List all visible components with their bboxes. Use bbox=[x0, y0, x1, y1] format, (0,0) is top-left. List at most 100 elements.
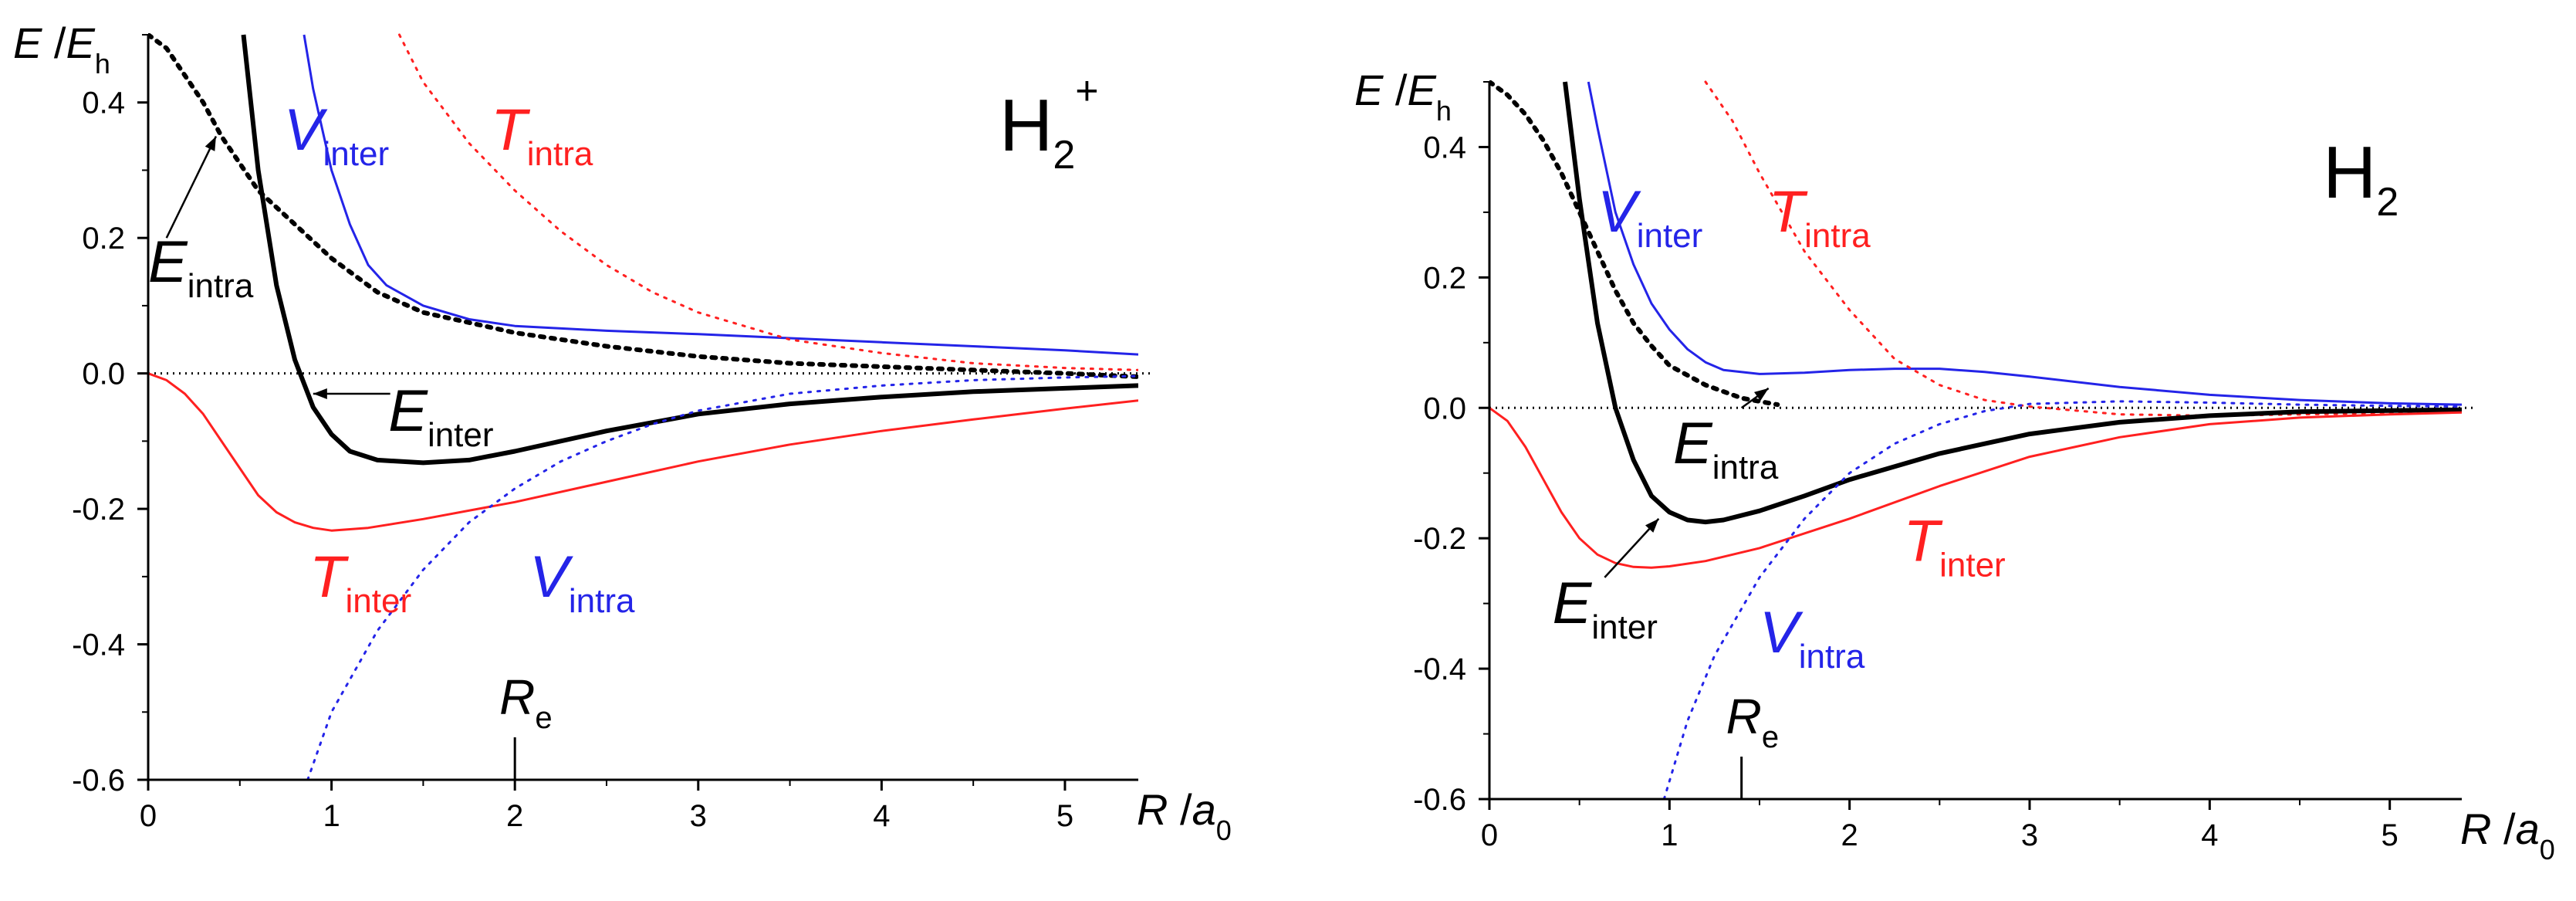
label-v-intra-sub: intra bbox=[1799, 638, 1865, 676]
series-e-intra bbox=[1489, 80, 1780, 408]
equilibrium-marker-label: Re bbox=[1726, 689, 1779, 754]
arrow-e-intra-head bbox=[1753, 388, 1769, 401]
equilibrium-marker-label-main: R bbox=[1726, 689, 1762, 744]
y-tick-label: 0.0 bbox=[1423, 391, 1466, 425]
series-t-inter bbox=[148, 372, 1138, 532]
left-chart-h2-plus: -0.6-0.4-0.20.00.20.40 1 2 3 4 5E /EhR /a0H2+… bbox=[13, 19, 1232, 846]
label-e-intra: Eintra bbox=[148, 229, 254, 305]
equilibrium-marker-label-main: R bbox=[499, 669, 535, 725]
label-e-inter-sub: inter bbox=[428, 416, 494, 454]
x-tick-label: 3 bbox=[690, 799, 707, 833]
molecule-label-sub: 2 bbox=[2376, 180, 2399, 225]
x-tick-label: 0 bbox=[140, 799, 157, 833]
label-v-intra-sub: intra bbox=[569, 582, 635, 620]
x-axis-title: R /a0 bbox=[2460, 804, 2555, 865]
label-t-intra: Tintra bbox=[1769, 179, 1871, 255]
label-e-inter-sub: inter bbox=[1591, 608, 1658, 646]
label-v-inter: Vinter bbox=[284, 97, 389, 173]
y-axis-title: E /Eh bbox=[13, 19, 110, 80]
x-axis-sep: / bbox=[1168, 785, 1192, 834]
series-t-intra bbox=[1704, 80, 2462, 417]
label-e-intra-sub: intra bbox=[1712, 449, 1779, 486]
label-v-inter-sub: inter bbox=[1637, 217, 1703, 255]
y-tick-label: -0.2 bbox=[72, 493, 125, 527]
label-v-intra: Vintra bbox=[529, 544, 635, 620]
series-t-inter bbox=[1489, 407, 2462, 569]
y-tick-label: -0.4 bbox=[72, 628, 125, 662]
label-v-inter-main: V bbox=[284, 97, 328, 163]
series-t-intra bbox=[398, 33, 1138, 371]
y-axis-var: E bbox=[13, 19, 42, 67]
label-t-inter-main: T bbox=[1904, 509, 1943, 574]
label-v-inter: Vinter bbox=[1597, 179, 1702, 255]
series-e-inter bbox=[1563, 81, 2462, 525]
series-v-inter bbox=[1587, 81, 2462, 406]
x-tick-label: 4 bbox=[2201, 818, 2218, 852]
y-tick-label: 0.2 bbox=[82, 222, 125, 256]
series-v-intra bbox=[1662, 400, 2462, 801]
y-axis-title: E /Eh bbox=[1354, 66, 1452, 127]
curves bbox=[1489, 80, 2462, 801]
arrow-e-intra-head bbox=[205, 136, 216, 151]
x-axis-var: R bbox=[1137, 785, 1168, 834]
label-e-intra-main: E bbox=[1673, 411, 1713, 476]
series-v-inter bbox=[303, 34, 1138, 356]
x-tick-label: 4 bbox=[873, 799, 890, 833]
x-tick-label: 2 bbox=[506, 799, 523, 833]
label-e-intra: Eintra bbox=[1673, 411, 1779, 486]
label-t-inter: Tinter bbox=[309, 544, 411, 620]
x-axis-unit: a bbox=[1192, 785, 1216, 834]
equilibrium-marker-label-sub: e bbox=[535, 701, 552, 735]
x-axis-var: R bbox=[2460, 804, 2491, 853]
y-tick-label: 0.2 bbox=[1423, 261, 1466, 295]
label-v-inter-main: V bbox=[1597, 179, 1641, 245]
label-t-inter-main: T bbox=[309, 544, 349, 610]
x-tick-label: 5 bbox=[1056, 799, 1073, 833]
label-t-intra: Tintra bbox=[491, 97, 593, 173]
label-t-intra-main: T bbox=[1769, 179, 1808, 245]
label-t-inter: Tinter bbox=[1904, 509, 2006, 584]
label-v-inter-sub: inter bbox=[323, 135, 390, 173]
label-t-inter-sub: inter bbox=[346, 582, 412, 620]
y-axis-sep: / bbox=[1383, 66, 1408, 114]
molecule-label-sub: 2 bbox=[1053, 133, 1075, 178]
label-e-inter: Einter bbox=[1553, 571, 1658, 646]
series-e-inter bbox=[241, 34, 1138, 466]
y-axis-unit: E bbox=[66, 19, 95, 67]
molecule-label: H2+ bbox=[999, 69, 1099, 178]
label-e-intra-main: E bbox=[148, 229, 188, 295]
label-t-inter-sub: inter bbox=[1939, 547, 2006, 584]
y-axis-unit-sub: h bbox=[95, 48, 110, 80]
y-axis-unit-sub: h bbox=[1436, 95, 1452, 127]
label-e-inter: Einter bbox=[388, 378, 493, 454]
label-v-intra-main: V bbox=[1760, 600, 1804, 666]
arrow-e-inter-head bbox=[313, 388, 327, 399]
x-tick-label: 5 bbox=[2382, 818, 2399, 852]
x-axis-title: R /a0 bbox=[1137, 785, 1232, 846]
label-e-inter-main: E bbox=[1553, 571, 1593, 636]
y-axis-sep: / bbox=[42, 19, 66, 67]
x-axis-unit-sub: 0 bbox=[1216, 815, 1232, 846]
x-axis-unit-sub: 0 bbox=[2540, 834, 2555, 865]
molecule-label: H2 bbox=[2323, 131, 2399, 225]
label-e-inter-main: E bbox=[388, 378, 428, 444]
y-tick-label: -0.2 bbox=[1413, 522, 1466, 556]
label-t-intra-main: T bbox=[491, 97, 530, 163]
y-tick-label: -0.4 bbox=[1413, 652, 1466, 686]
y-tick-label: 0.4 bbox=[1423, 130, 1466, 164]
molecule-label-main: H bbox=[2323, 131, 2376, 214]
label-e-intra-sub: intra bbox=[188, 267, 254, 305]
arrow-e-inter-head bbox=[1645, 518, 1659, 533]
right-chart-h2: -0.6-0.4-0.20.00.20.40 1 2 3 4 5E /EhR /a0H2R… bbox=[1354, 66, 2555, 865]
x-tick-label: 3 bbox=[2021, 818, 2038, 852]
y-axis-var: E bbox=[1354, 66, 1384, 114]
molecule-label-main: H bbox=[999, 84, 1053, 167]
molecule-label-sup: + bbox=[1075, 69, 1098, 113]
equilibrium-marker-label: Re bbox=[499, 669, 552, 735]
y-tick-label: 0.4 bbox=[82, 86, 125, 120]
y-axis-unit: E bbox=[1407, 66, 1436, 114]
x-tick-label: 0 bbox=[1481, 818, 1498, 852]
x-tick-label: 1 bbox=[1661, 818, 1678, 852]
y-tick-label: -0.6 bbox=[1413, 783, 1466, 817]
